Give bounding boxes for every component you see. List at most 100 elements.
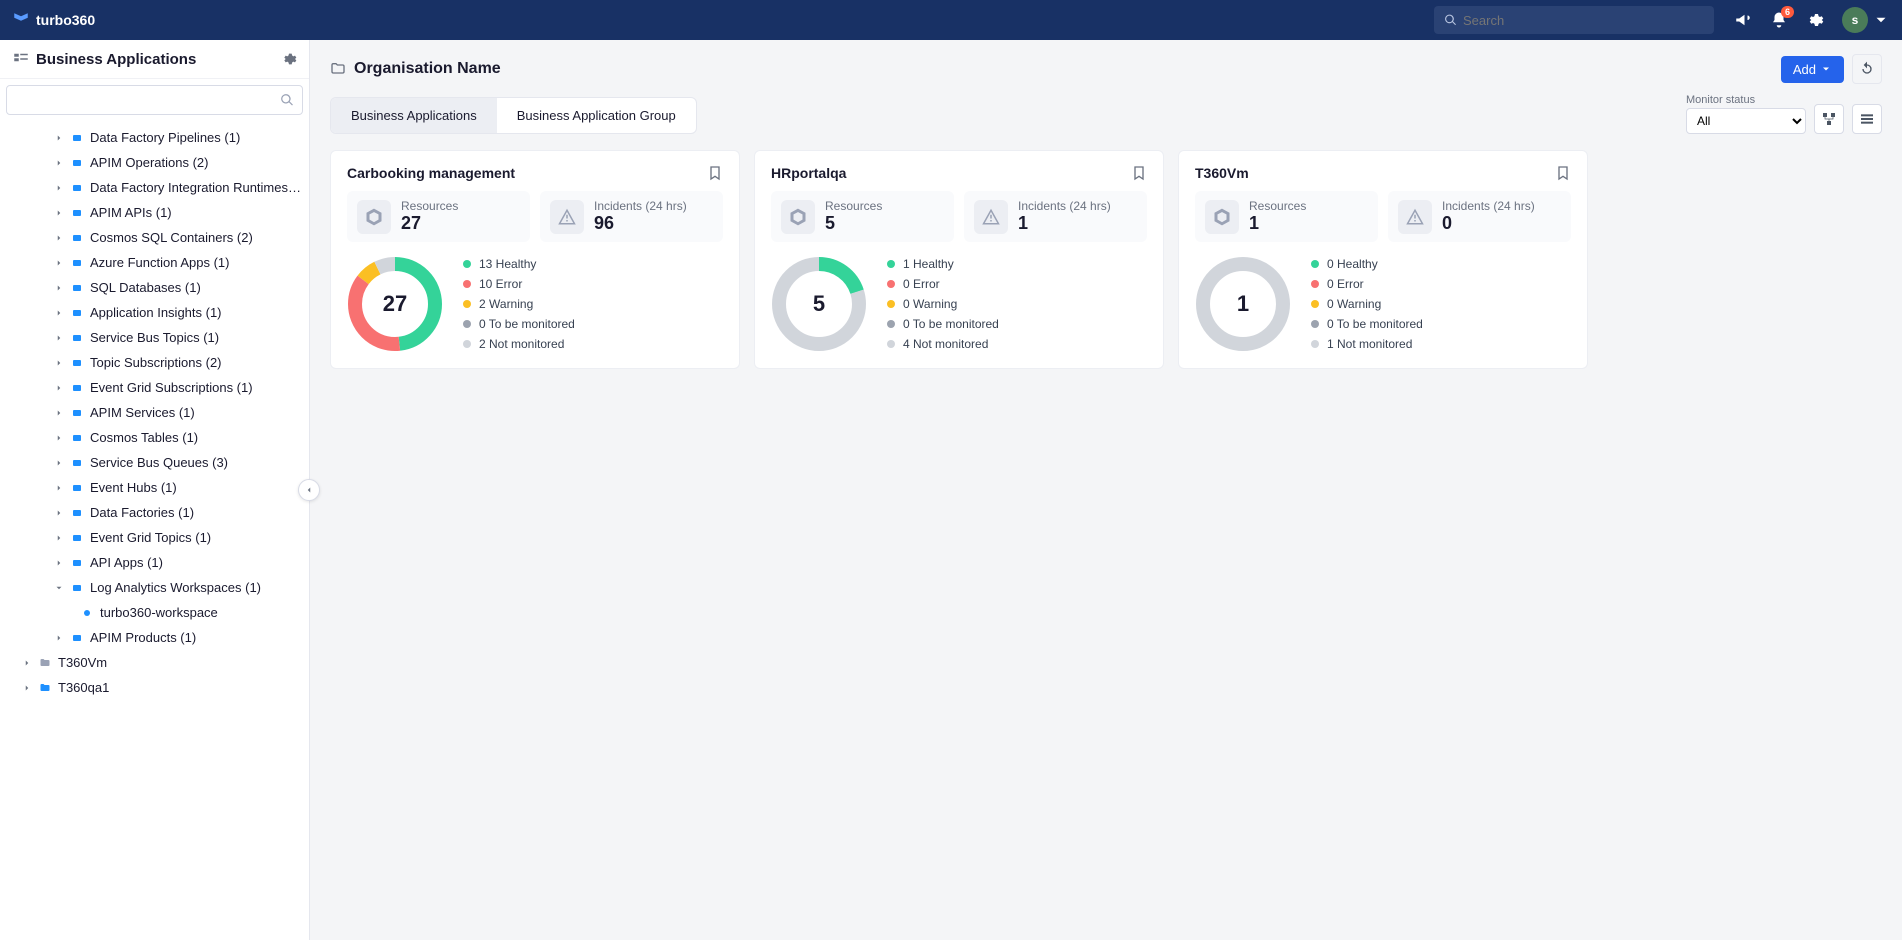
tab[interactable]: Business Applications bbox=[331, 98, 497, 133]
tree-toggle[interactable] bbox=[52, 456, 66, 470]
tree-item[interactable]: Log Analytics Workspaces (1) bbox=[0, 575, 309, 600]
tree-item[interactable]: APIM Products (1) bbox=[0, 625, 309, 650]
tree-toggle[interactable] bbox=[52, 481, 66, 495]
layout-view-button[interactable] bbox=[1814, 104, 1844, 134]
sidebar-search-input[interactable] bbox=[15, 93, 280, 108]
resource-type-icon bbox=[70, 231, 84, 245]
tree-item[interactable]: APIM APIs (1) bbox=[0, 200, 309, 225]
tree-item[interactable]: Data Factories (1) bbox=[0, 500, 309, 525]
tree-item[interactable]: SQL Databases (1) bbox=[0, 275, 309, 300]
status-item: 0 To be monitored bbox=[463, 317, 723, 331]
status-dot bbox=[463, 280, 471, 288]
status-item: 0 Error bbox=[887, 277, 1147, 291]
tree-item[interactable]: Topic Subscriptions (2) bbox=[0, 350, 309, 375]
tree-item[interactable]: Data Factory Integration Runtimes (... bbox=[0, 175, 309, 200]
tree-toggle[interactable] bbox=[52, 281, 66, 295]
resource-type-icon bbox=[70, 156, 84, 170]
tree-item[interactable]: Event Grid Subscriptions (1) bbox=[0, 375, 309, 400]
tree-toggle[interactable] bbox=[52, 381, 66, 395]
tree-toggle[interactable] bbox=[52, 256, 66, 270]
tree-item[interactable]: Application Insights (1) bbox=[0, 300, 309, 325]
tree-item[interactable]: Data Factory Pipelines (1) bbox=[0, 125, 309, 150]
refresh-button[interactable] bbox=[1852, 54, 1882, 84]
tree-toggle[interactable] bbox=[52, 206, 66, 220]
tree-item[interactable]: APIM Operations (2) bbox=[0, 150, 309, 175]
list-view-button[interactable] bbox=[1852, 104, 1882, 134]
app-card[interactable]: HRportalqa Resources5 Incidents (24 hrs)… bbox=[754, 150, 1164, 369]
tree-item[interactable]: API Apps (1) bbox=[0, 550, 309, 575]
tree-item[interactable]: Cosmos SQL Containers (2) bbox=[0, 225, 309, 250]
tree-item[interactable]: Azure Function Apps (1) bbox=[0, 250, 309, 275]
tree-toggle[interactable] bbox=[52, 406, 66, 420]
tree-toggle[interactable] bbox=[52, 556, 66, 570]
tree-item[interactable]: T360Vm bbox=[0, 650, 309, 675]
metric-value: 1 bbox=[1018, 213, 1111, 234]
status-text: 1 Healthy bbox=[903, 257, 954, 271]
tree-label: Data Factories (1) bbox=[90, 505, 194, 520]
tree-label: Azure Function Apps (1) bbox=[90, 255, 229, 270]
donut-center-value: 5 bbox=[771, 256, 867, 352]
tree-toggle[interactable] bbox=[52, 356, 66, 370]
tree-label: Cosmos Tables (1) bbox=[90, 430, 198, 445]
notifications-button[interactable]: 6 bbox=[1770, 11, 1788, 29]
resource-type-icon bbox=[70, 256, 84, 270]
announcements-button[interactable] bbox=[1734, 11, 1752, 29]
toolbar: Business ApplicationsBusiness Applicatio… bbox=[310, 94, 1902, 144]
settings-button[interactable] bbox=[1806, 11, 1824, 29]
tree-toggle[interactable] bbox=[52, 531, 66, 545]
app-card[interactable]: Carbooking management Resources27 Incide… bbox=[330, 150, 740, 369]
status-dot bbox=[887, 320, 895, 328]
add-button[interactable]: Add bbox=[1781, 56, 1844, 83]
tab[interactable]: Business Application Group bbox=[497, 98, 696, 133]
tree-toggle[interactable] bbox=[52, 181, 66, 195]
brand-logo[interactable]: turbo360 bbox=[12, 11, 95, 29]
sidebar-tree[interactable]: Data Factory Pipelines (1) APIM Operatio… bbox=[0, 121, 309, 940]
tree-item[interactable]: Event Hubs (1) bbox=[0, 475, 309, 500]
status-text: 0 Error bbox=[903, 277, 940, 291]
app-card[interactable]: T360Vm Resources1 Incidents (24 hrs)0 1 … bbox=[1178, 150, 1588, 369]
tree-toggle[interactable] bbox=[52, 331, 66, 345]
sidebar-settings-button[interactable] bbox=[281, 51, 297, 67]
tree-toggle[interactable] bbox=[52, 431, 66, 445]
tree-label: Log Analytics Workspaces (1) bbox=[90, 580, 261, 595]
global-search[interactable] bbox=[1434, 6, 1714, 34]
tree-toggle[interactable] bbox=[52, 581, 66, 595]
card-title: Carbooking management bbox=[347, 165, 707, 181]
bookmark-icon[interactable] bbox=[707, 165, 723, 181]
sidebar-header: Business Applications bbox=[0, 40, 309, 79]
tree-item[interactable]: Event Grid Topics (1) bbox=[0, 525, 309, 550]
tree-item-child[interactable]: turbo360-workspace bbox=[0, 600, 309, 625]
monitor-status-select[interactable]: All bbox=[1686, 108, 1806, 134]
metric-label: Incidents (24 hrs) bbox=[594, 199, 687, 213]
tree-toggle[interactable] bbox=[52, 231, 66, 245]
tree-toggle[interactable] bbox=[20, 681, 34, 695]
status-dot bbox=[1311, 300, 1319, 308]
tree-item[interactable]: Service Bus Queues (3) bbox=[0, 450, 309, 475]
sidebar-search-box[interactable] bbox=[6, 85, 303, 115]
tree-item[interactable]: Service Bus Topics (1) bbox=[0, 325, 309, 350]
tree-toggle[interactable] bbox=[52, 156, 66, 170]
card-title: T360Vm bbox=[1195, 165, 1555, 181]
tree-toggle[interactable] bbox=[20, 656, 34, 670]
resources-metric: Resources1 bbox=[1195, 191, 1378, 242]
tree-toggle[interactable] bbox=[52, 506, 66, 520]
tabs: Business ApplicationsBusiness Applicatio… bbox=[330, 97, 697, 134]
tree-item[interactable]: Cosmos Tables (1) bbox=[0, 425, 309, 450]
bookmark-icon[interactable] bbox=[1555, 165, 1571, 181]
logo-icon bbox=[12, 11, 30, 29]
resource-type-icon bbox=[70, 506, 84, 520]
tree-label: APIM Products (1) bbox=[90, 630, 196, 645]
tree-toggle[interactable] bbox=[52, 631, 66, 645]
collapse-sidebar-button[interactable] bbox=[298, 479, 320, 501]
metric-label: Incidents (24 hrs) bbox=[1442, 199, 1535, 213]
search-input[interactable] bbox=[1463, 13, 1704, 28]
user-menu[interactable]: s bbox=[1842, 7, 1890, 33]
tree-toggle[interactable] bbox=[52, 131, 66, 145]
bookmark-icon[interactable] bbox=[1131, 165, 1147, 181]
tree-item[interactable]: T360qa1 bbox=[0, 675, 309, 700]
content-area: Organisation Name Add Business Applicati… bbox=[310, 40, 1902, 940]
tree-item[interactable]: APIM Services (1) bbox=[0, 400, 309, 425]
tree-toggle[interactable] bbox=[52, 306, 66, 320]
resource-type-icon bbox=[70, 431, 84, 445]
page-title: Organisation Name bbox=[330, 60, 501, 78]
